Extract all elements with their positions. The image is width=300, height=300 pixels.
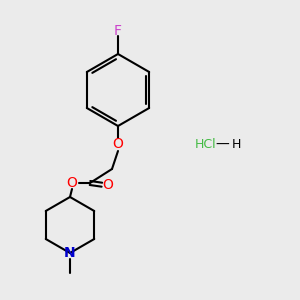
Text: F: F	[114, 24, 122, 38]
Text: H: H	[232, 139, 242, 152]
Text: —: —	[215, 138, 229, 152]
Text: O: O	[67, 176, 77, 190]
Text: O: O	[103, 178, 113, 192]
Text: O: O	[112, 137, 123, 151]
Text: N: N	[64, 246, 76, 260]
Text: HCl: HCl	[195, 139, 217, 152]
